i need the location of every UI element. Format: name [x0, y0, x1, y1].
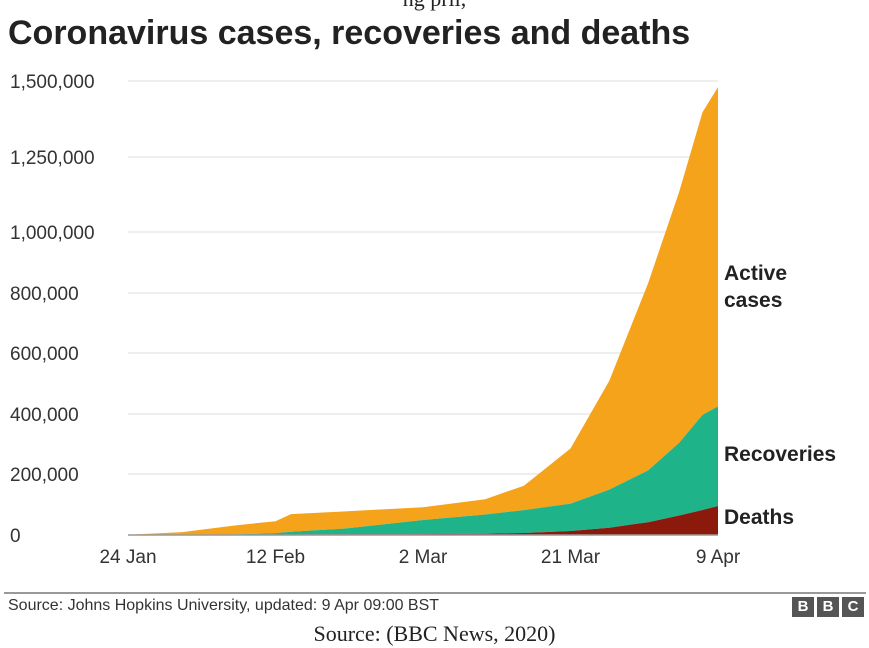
area-active-cases: [128, 87, 718, 535]
logo-letter: B: [817, 597, 839, 617]
y-tick-label: 1,250,000: [10, 148, 95, 169]
y-tick-label: 400,000: [10, 405, 79, 426]
label-deaths: Deaths: [724, 506, 794, 529]
label-active-line1: Active: [724, 262, 787, 285]
source-text: Source: Johns Hopkins University, update…: [8, 597, 440, 614]
y-tick-label: 1,500,000: [10, 72, 95, 93]
bbc-logo: B B C: [792, 597, 864, 617]
footer-divider: [4, 592, 866, 594]
label-active-line2: cases: [724, 289, 782, 312]
bottom-caption: Source: (BBC News, 2020): [313, 621, 556, 646]
x-tick-label: 21 Mar: [541, 547, 601, 568]
x-tick-label: 12 Feb: [246, 547, 305, 568]
y-tick-label: 600,000: [10, 344, 79, 365]
label-recoveries: Recoveries: [724, 443, 836, 466]
y-axis-ticks: 0 200,000 400,000 600,000 800,000 1,000,000 1,…: [10, 72, 95, 547]
x-axis-ticks: 24 Jan 12 Feb 2 Mar 21 Mar 9 Apr: [99, 547, 740, 568]
area-deaths: [128, 506, 718, 535]
chart-title: Coronavirus cases, recoveries and deaths: [8, 14, 691, 52]
x-tick-label: 24 Jan: [99, 547, 156, 568]
x-tick-label: 9 Apr: [696, 547, 741, 568]
y-tick-label: 0: [10, 526, 21, 547]
y-tick-label: 1,000,000: [10, 223, 95, 244]
top-caption-fragment: ng pril,: [0, 0, 869, 12]
logo-letter: B: [792, 597, 814, 617]
stacked-areas: [128, 87, 718, 535]
y-tick-label: 800,000: [10, 284, 79, 305]
logo-letter: C: [842, 597, 864, 617]
y-tick-label: 200,000: [10, 465, 79, 486]
x-tick-label: 2 Mar: [399, 547, 448, 568]
